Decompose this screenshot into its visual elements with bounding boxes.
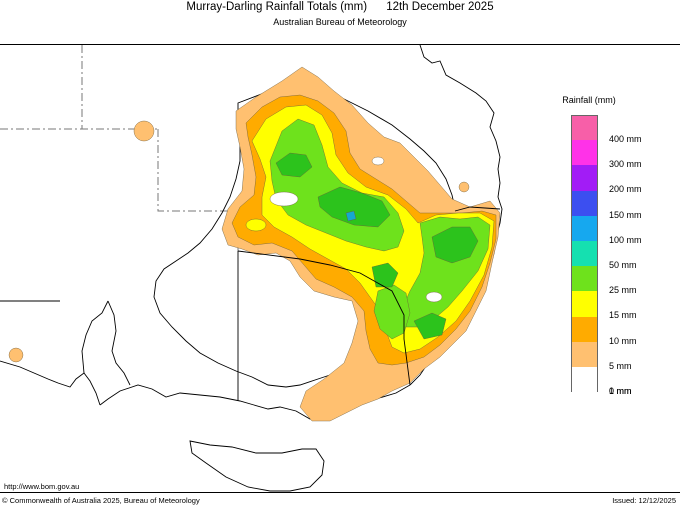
website-link[interactable]: http://www.bom.gov.au	[4, 482, 80, 491]
legend-row: 10 mm	[571, 316, 671, 346]
legend-row: 400 mm	[571, 115, 671, 144]
legend-title: Rainfall (mm)	[562, 95, 616, 105]
inner-borders	[0, 206, 501, 401]
border-qld-nsw-east	[454, 206, 501, 212]
legend-row: 100 mm	[571, 215, 671, 245]
legend-swatch	[571, 240, 598, 267]
map-frame	[0, 44, 680, 493]
legend-swatch	[571, 341, 598, 367]
legend-swatch	[571, 115, 598, 141]
legend-label: 400 mm	[609, 134, 642, 144]
border-nsw-vic	[237, 250, 411, 386]
legend-row: 150 mm	[571, 190, 671, 220]
map-title: Murray-Darling Rainfall Totals (mm) 12th…	[186, 1, 494, 13]
legend-swatch	[571, 215, 598, 241]
legend-label: 150 mm	[609, 209, 642, 220]
legend-row: 5 mm	[571, 341, 671, 371]
legend-row: 1 mm	[571, 366, 671, 396]
legend-row: 0 mm	[571, 386, 671, 417]
rain-50mm-a	[345, 210, 357, 222]
rainfall-fields	[8, 66, 501, 422]
legend-swatch	[571, 140, 598, 166]
legend-swatch	[571, 165, 598, 191]
dry-spot-d	[245, 218, 267, 232]
rain-25mm-a	[317, 186, 391, 228]
copyright-text: © Commonwealth of Australia 2025, Bureau…	[2, 496, 200, 505]
border-nt-qld	[157, 129, 238, 212]
rain-25mm-c	[371, 262, 399, 288]
legend: 400 mm 300 mm 200 mm 150 mm 100 mm 50 mm 25 mm…	[571, 115, 671, 417]
legend-swatch	[571, 291, 598, 317]
legend-row: 50 mm	[571, 240, 671, 270]
legend-swatch	[571, 366, 598, 393]
legend-label: 1 mm	[609, 385, 632, 396]
dry-spot-c	[425, 291, 443, 303]
legend-label: 10 mm	[609, 335, 637, 346]
issued-date: Issued: 12/12/2025	[612, 496, 676, 505]
spencer-gulf	[0, 360, 101, 406]
legend-label: 300 mm	[609, 159, 642, 170]
legend-label: 100 mm	[609, 234, 642, 245]
legend-label: 25 mm	[609, 285, 637, 296]
legend-label: 15 mm	[609, 310, 637, 321]
legend-swatch	[571, 316, 598, 342]
legend-label: 0 mm	[609, 386, 632, 397]
gulf-east	[107, 300, 131, 386]
rain-25mm-b	[275, 152, 313, 178]
dry-spot-a	[269, 191, 299, 207]
legend-row: 300 mm	[571, 140, 671, 169]
legend-label: 200 mm	[609, 184, 642, 195]
legend-swatch	[571, 266, 598, 292]
rain-25mm-d	[431, 226, 479, 264]
rainfall-map	[0, 45, 503, 492]
legend-swatch	[571, 190, 598, 216]
dry-spot-b	[371, 156, 385, 166]
tasmania	[189, 440, 325, 492]
rain-25mm-e	[413, 312, 447, 340]
rain-patch-nt	[133, 120, 155, 142]
map-subtitle: Australian Bureau of Meteorology	[273, 17, 407, 27]
legend-label: 50 mm	[609, 259, 637, 270]
legend-row: 15 mm	[571, 291, 671, 320]
legend-row: 200 mm	[571, 165, 671, 194]
rain-patch-sa	[8, 347, 24, 363]
gulf-west	[81, 300, 109, 374]
legend-row: 25 mm	[571, 266, 671, 295]
legend-label: 5 mm	[609, 360, 632, 371]
rain-patch-qld-east	[458, 181, 470, 193]
